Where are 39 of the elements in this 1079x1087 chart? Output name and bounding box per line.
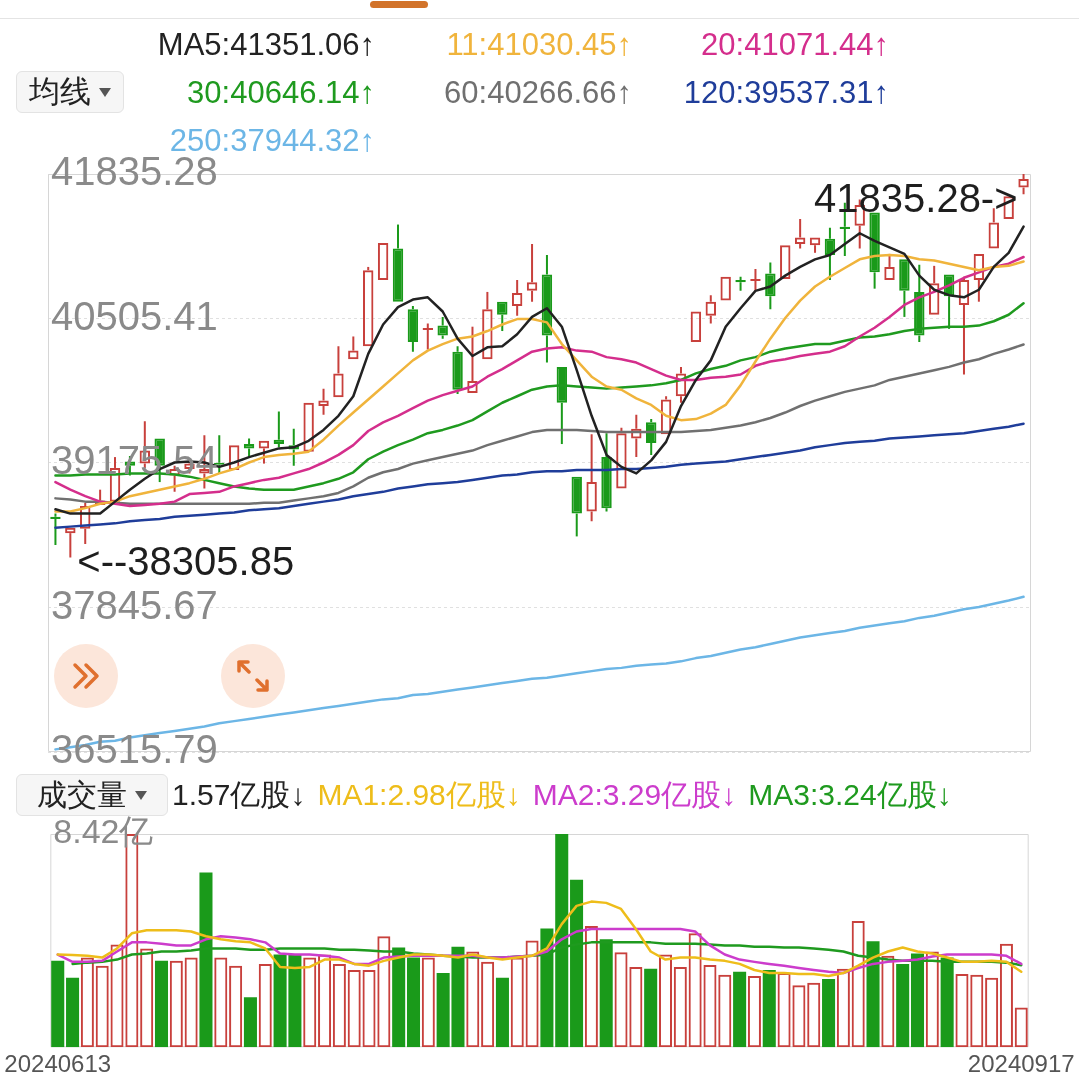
y-tick-label: 37845.67 [51, 582, 218, 627]
candlestick [571, 476, 582, 538]
bar [822, 979, 836, 1048]
annotation: 41835.28-> [814, 176, 1018, 221]
bar [896, 963, 910, 1048]
text: 1.57亿股↓ [172, 777, 306, 813]
text: MA2:3.29亿股↓ [532, 777, 737, 813]
bar [495, 977, 509, 1048]
bar [406, 957, 421, 1048]
candlestick [407, 305, 419, 353]
bar [762, 969, 776, 1048]
legend-title: 成交量 [37, 777, 127, 811]
text: 20:41071.44↑ [701, 26, 889, 64]
legend-title: 均线 [29, 73, 91, 111]
y-tick-label: 36515.79 [51, 727, 218, 772]
text: MA5:41351.06↑ [157, 26, 375, 64]
candlestick [422, 322, 434, 351]
candlestick [899, 259, 910, 318]
candlestick [392, 223, 404, 302]
candlestick [869, 212, 880, 290]
bar [51, 960, 65, 1048]
y-tick-label: 40505.41 [51, 293, 218, 338]
bar [154, 960, 169, 1048]
candlestick [437, 315, 448, 340]
x-tick-label: 20240917 [967, 1050, 1075, 1078]
bar [644, 968, 658, 1048]
text: 120:39537.31↑ [683, 74, 889, 112]
text: 11:41030.45↑ [446, 26, 632, 64]
candlestick [601, 432, 612, 513]
annotation: <--38305.85 [77, 538, 295, 583]
bar [733, 971, 747, 1048]
text: MA3:3.24亿股↓ [748, 777, 952, 813]
bar [243, 997, 257, 1048]
y-tick-label: 8.42亿 [53, 812, 154, 851]
text: MA1:2.98亿股↓ [317, 777, 521, 813]
text: 60:40266.66↑ [444, 74, 632, 112]
text: 30:40646.14↑ [187, 74, 375, 112]
x-tick-label: 20240613 [4, 1050, 112, 1078]
bar [66, 977, 80, 1048]
